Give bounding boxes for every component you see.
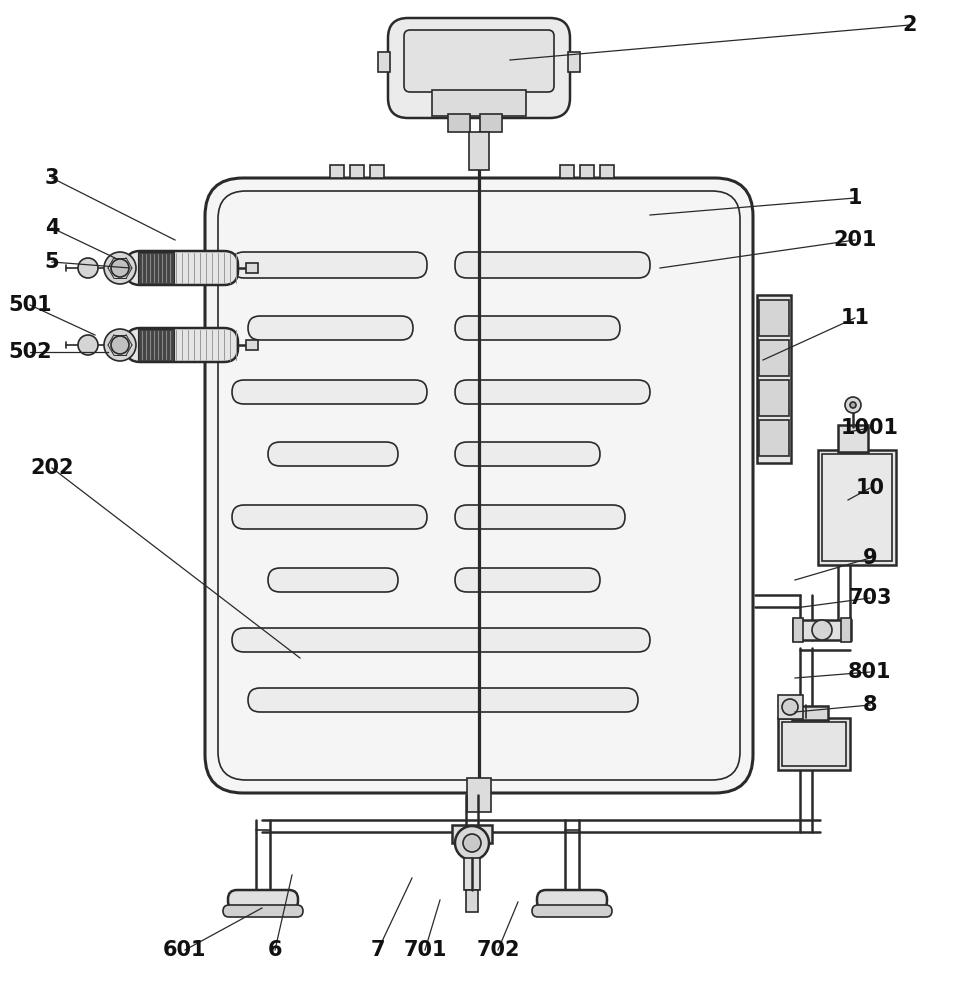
Bar [465,890,477,912]
Circle shape [811,620,831,640]
Bar [759,420,788,456]
Text: 501: 501 [9,295,51,315]
Circle shape [781,699,797,715]
Circle shape [844,397,861,413]
Circle shape [111,336,129,354]
Bar [567,52,579,72]
Text: 702: 702 [476,940,519,960]
Bar [792,620,850,640]
Circle shape [104,252,136,284]
Bar [759,380,788,416]
Bar [817,450,895,565]
Bar [246,340,257,350]
FancyBboxPatch shape [403,30,554,92]
FancyBboxPatch shape [455,505,624,529]
Text: 8: 8 [862,695,877,715]
Text: 7: 7 [371,940,385,960]
Bar [599,165,614,178]
Bar [791,706,827,720]
Bar [448,114,470,132]
Text: 502: 502 [9,342,51,362]
FancyBboxPatch shape [232,505,427,529]
Bar [452,825,492,843]
FancyBboxPatch shape [126,328,237,362]
FancyBboxPatch shape [232,252,427,278]
FancyBboxPatch shape [455,442,599,466]
Bar [821,454,891,561]
Circle shape [849,402,855,408]
Text: 703: 703 [847,588,891,608]
Bar [841,618,850,642]
Bar [778,695,802,719]
Text: 1001: 1001 [841,418,898,438]
Bar [469,132,489,170]
Circle shape [455,826,489,860]
FancyBboxPatch shape [268,442,397,466]
FancyBboxPatch shape [532,905,612,917]
FancyBboxPatch shape [388,18,569,118]
Text: 5: 5 [45,252,59,272]
Bar [377,52,390,72]
Text: 9: 9 [862,548,877,568]
Text: 201: 201 [832,230,876,250]
FancyBboxPatch shape [228,890,297,910]
Bar [759,300,788,336]
FancyBboxPatch shape [455,252,649,278]
Bar [467,778,491,812]
Text: 11: 11 [840,308,868,328]
FancyBboxPatch shape [232,380,427,404]
Bar [246,263,257,273]
Text: 6: 6 [268,940,282,960]
Bar [463,858,479,890]
Text: 4: 4 [45,218,59,238]
Text: 701: 701 [403,940,446,960]
FancyBboxPatch shape [455,316,619,340]
FancyBboxPatch shape [248,688,638,712]
Bar [330,165,344,178]
FancyBboxPatch shape [223,905,303,917]
FancyBboxPatch shape [205,178,752,793]
FancyBboxPatch shape [126,251,237,285]
Bar [837,425,867,452]
Bar [559,165,574,178]
Circle shape [462,834,480,852]
FancyBboxPatch shape [455,380,649,404]
Bar [432,90,525,116]
Bar [479,114,501,132]
Text: 3: 3 [45,168,59,188]
Text: 202: 202 [30,458,73,478]
Text: 10: 10 [855,478,883,498]
Circle shape [78,335,98,355]
FancyBboxPatch shape [455,568,599,592]
Bar [757,295,790,463]
Text: 1: 1 [847,188,862,208]
FancyBboxPatch shape [232,628,649,652]
Bar [792,618,802,642]
Circle shape [78,258,98,278]
Text: 2: 2 [902,15,916,35]
Bar [759,340,788,376]
FancyBboxPatch shape [248,316,413,340]
Bar [370,165,384,178]
Text: 801: 801 [847,662,891,682]
Bar [350,165,364,178]
FancyBboxPatch shape [268,568,397,592]
FancyBboxPatch shape [537,890,606,910]
Bar [579,165,594,178]
Circle shape [104,329,136,361]
Bar [778,718,849,770]
Bar [138,252,173,284]
Circle shape [111,259,129,277]
Text: 601: 601 [163,940,207,960]
Bar [781,722,845,766]
Bar [138,329,173,361]
